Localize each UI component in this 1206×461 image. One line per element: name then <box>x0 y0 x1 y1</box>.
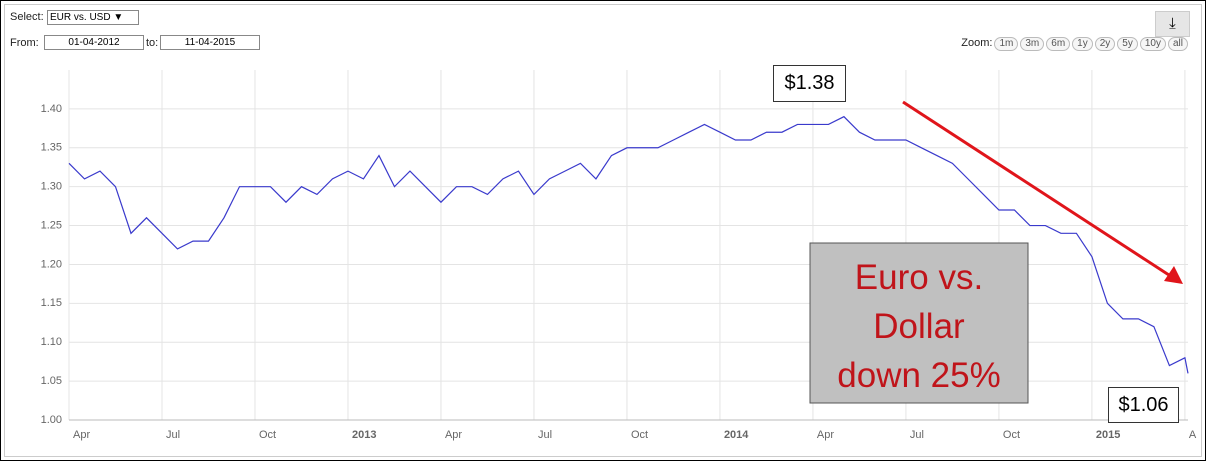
x-tick-label: Jul <box>910 429 924 441</box>
headline: Euro vs. Dollar down 25% <box>810 253 1028 400</box>
headline-line: Euro vs. <box>854 258 984 297</box>
x-tick-label: Jul <box>538 429 552 441</box>
trend-arrow <box>902 100 1173 279</box>
zoom-button[interactable]: 1m <box>994 37 1019 51</box>
x-tick-label: 2015 <box>1096 429 1120 441</box>
x-tick-label: Oct <box>1003 429 1020 441</box>
select-label: Select: <box>10 11 44 23</box>
download-button[interactable]: ⤓ <box>1155 11 1190 37</box>
y-tick-label: 1.20 <box>41 258 62 270</box>
select-dropdown[interactable]: EUR vs. USD ▼ <box>47 10 139 25</box>
zoom-button[interactable]: 5y <box>1117 37 1138 51</box>
y-tick-label: 1.40 <box>41 103 62 115</box>
zoom-button[interactable]: 1y <box>1072 37 1093 51</box>
y-tick-label: 1.25 <box>41 219 62 231</box>
x-tick-label: Apr <box>73 429 90 441</box>
zoom-label: Zoom: <box>961 37 993 49</box>
zoom-button[interactable]: 3m <box>1020 37 1045 51</box>
from-input[interactable]: 01-04-2012 <box>44 35 144 50</box>
inner-frame <box>4 4 1202 457</box>
zoom-button[interactable]: 10y <box>1139 37 1166 51</box>
y-tick-label: 1.00 <box>41 414 62 426</box>
y-tick-label: 1.15 <box>41 297 62 309</box>
x-tick-label: Jul <box>166 429 180 441</box>
x-tick-label: Apr <box>445 429 462 441</box>
headline-line: Dollar <box>873 307 965 346</box>
y-tick-label: 1.30 <box>41 181 62 193</box>
y-tick-label: 1.35 <box>41 142 62 154</box>
zoom-bar: Zoom: 1m 3m 6m 1y 2y 5y 10y all <box>961 37 1188 51</box>
headline-box <box>809 242 1029 404</box>
x-tick-label: 2013 <box>352 429 376 441</box>
y-tick-label: 1.05 <box>41 375 62 387</box>
low-label: $1.06 <box>1108 387 1179 423</box>
headline-line: down 25% <box>837 356 1001 395</box>
arrow-head <box>1164 266 1183 284</box>
zoom-button[interactable]: 6m <box>1046 37 1071 51</box>
x-tick-label: 2014 <box>724 429 749 441</box>
y-tick-label: 1.10 <box>41 336 62 348</box>
series-line <box>68 115 1189 374</box>
to-input[interactable]: 11-04-2015 <box>160 35 260 50</box>
x-tick-label: Apr <box>817 429 834 441</box>
x-tick-label: A <box>1189 429 1197 441</box>
zoom-button[interactable]: all <box>1167 37 1188 51</box>
x-tick-label: Oct <box>259 429 276 441</box>
zoom-button[interactable]: 2y <box>1094 37 1116 51</box>
to-label: to: <box>146 37 159 49</box>
x-tick-label: Oct <box>631 429 648 441</box>
marks <box>68 115 1189 374</box>
from-label: From: <box>10 37 39 49</box>
high-label: $1.38 <box>773 65 846 102</box>
select-value: EUR vs. USD <box>50 12 111 23</box>
